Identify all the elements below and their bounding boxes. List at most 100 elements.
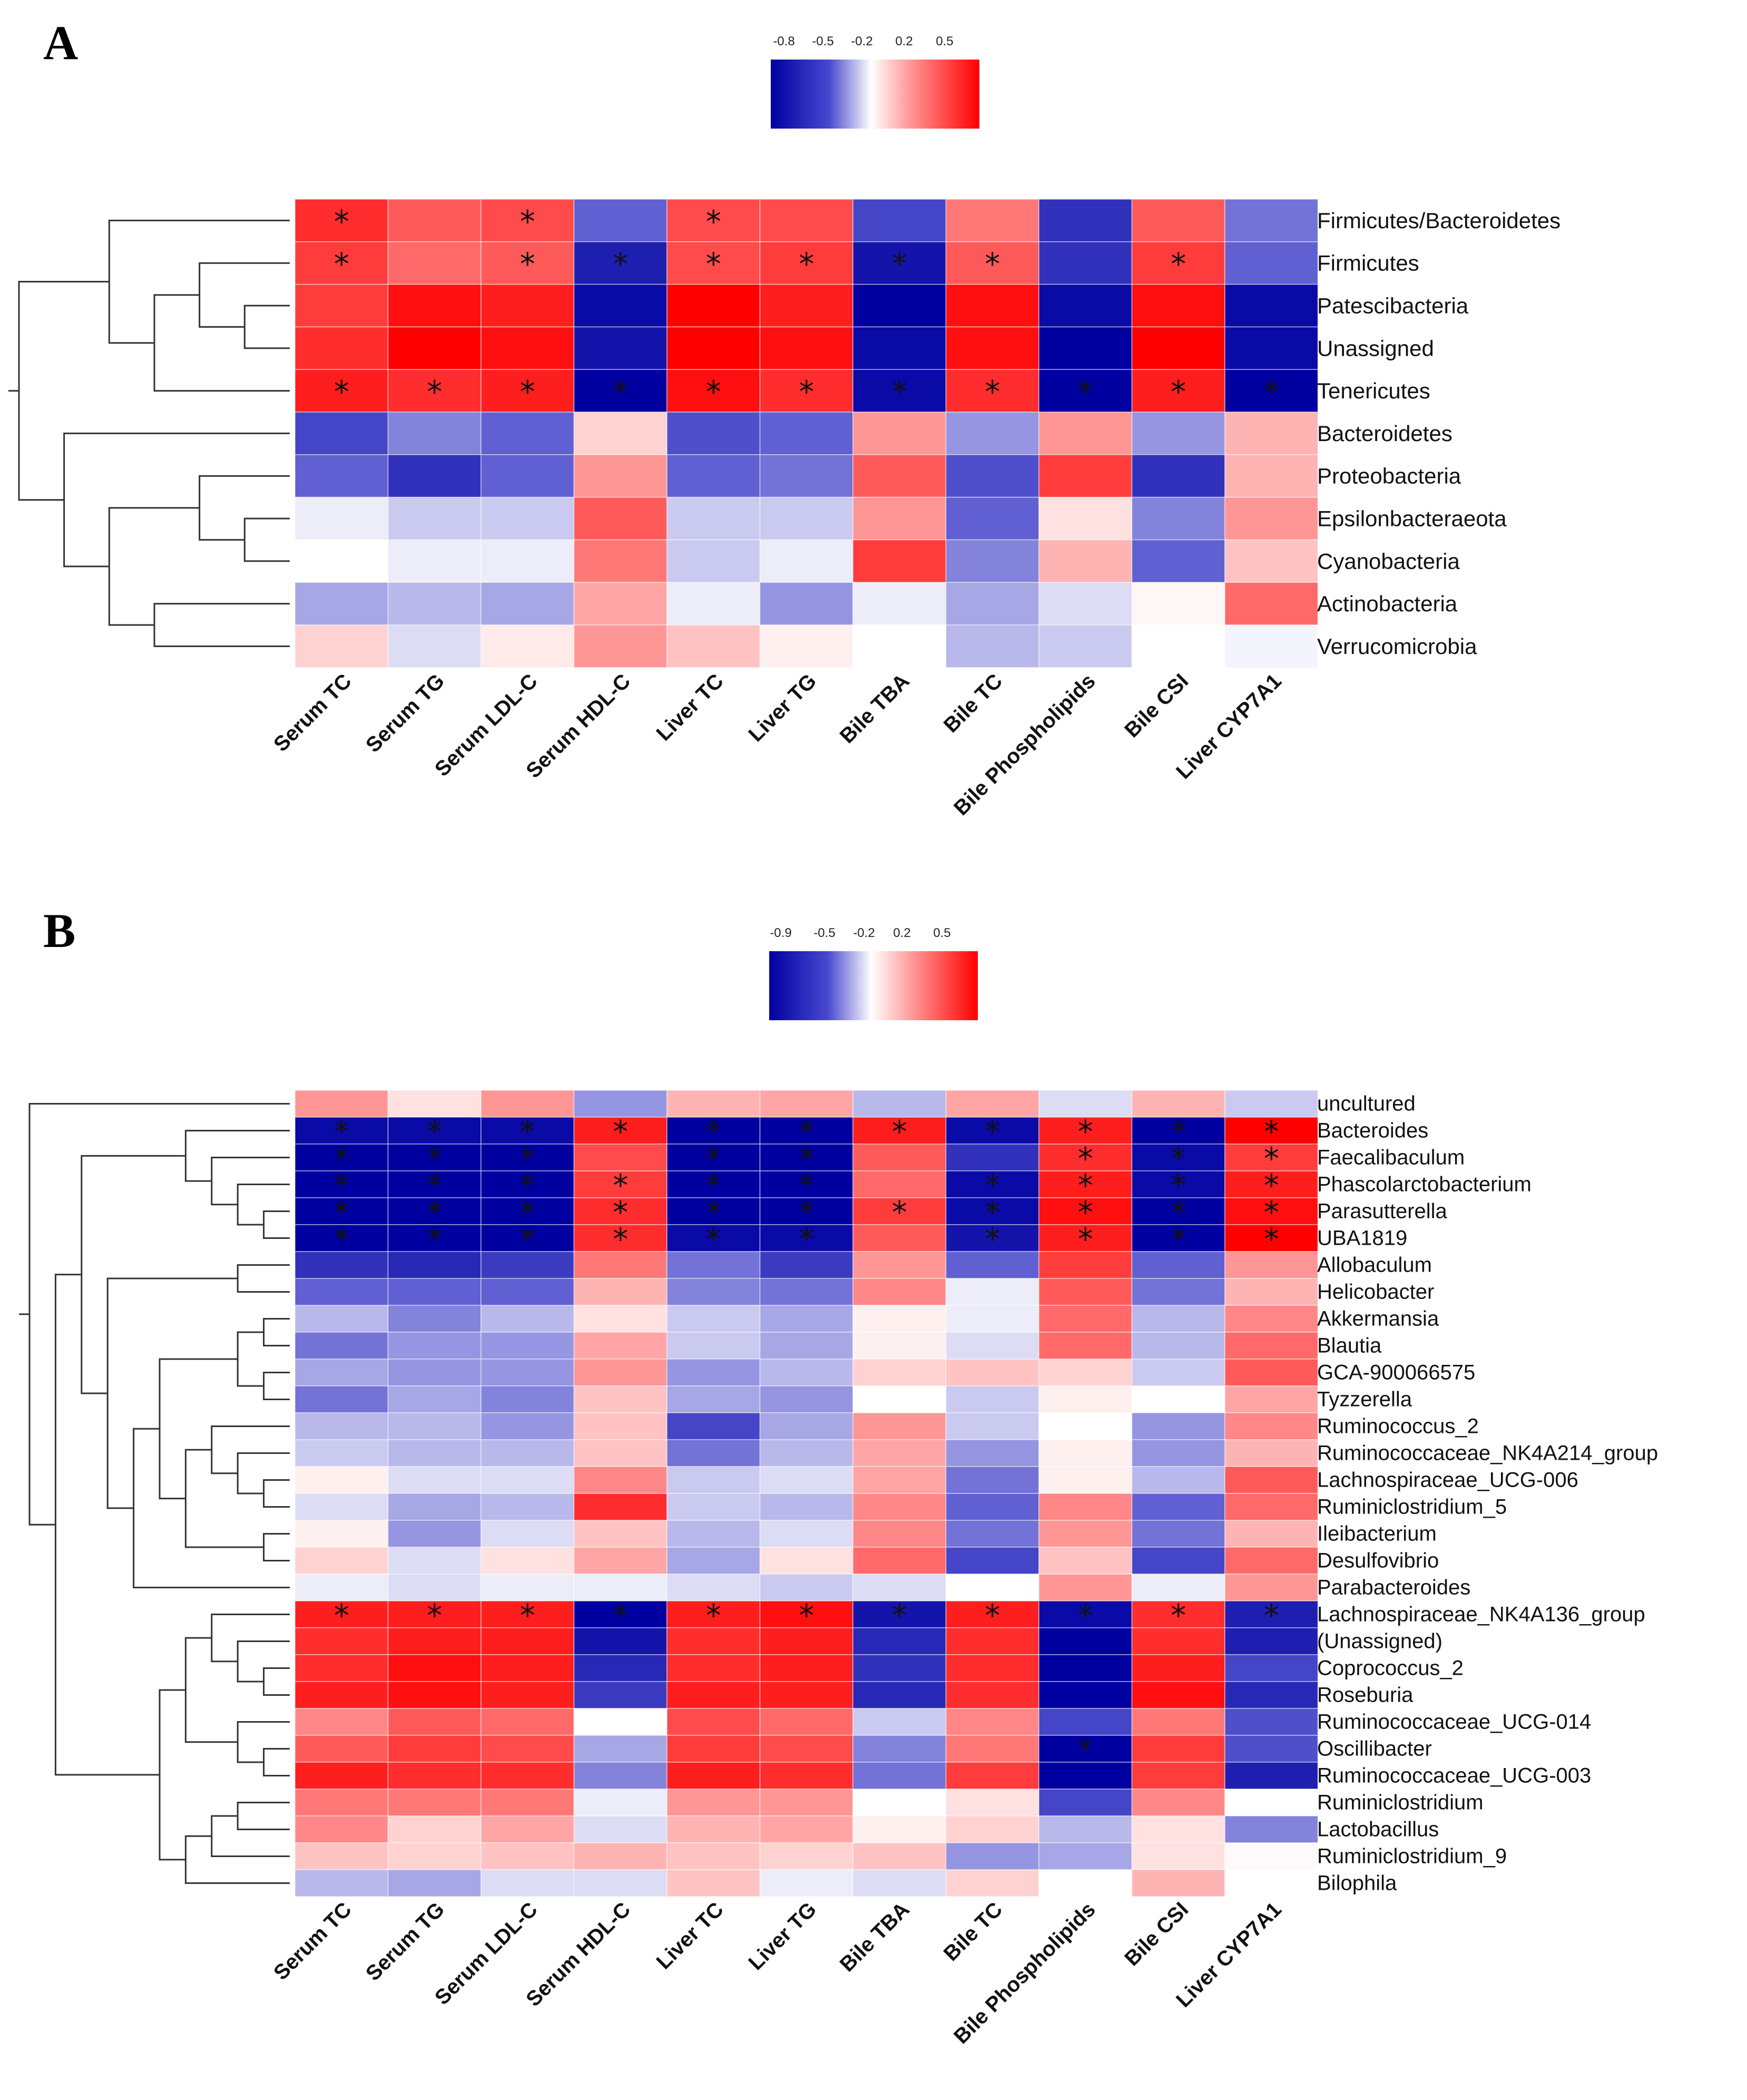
heatmap-cell <box>852 412 947 455</box>
heatmap-cell <box>945 1197 1039 1225</box>
heatmap-cell <box>759 1305 853 1333</box>
heatmap-cell <box>295 624 389 668</box>
heatmap-cell <box>1224 624 1319 668</box>
significance-star: * <box>613 1598 628 1634</box>
dendrogram-branch <box>211 1614 290 1663</box>
heatmap-cell <box>1131 1170 1225 1198</box>
heatmap-cell <box>573 1332 668 1360</box>
heatmap-cell <box>1131 1493 1225 1521</box>
significance-star: * <box>706 1168 721 1204</box>
heatmap-cell <box>1038 199 1133 242</box>
heatmap-cell <box>387 539 482 583</box>
heatmap-cell <box>1224 1493 1319 1521</box>
heatmap-cell <box>573 284 668 328</box>
heatmap-cell <box>573 1224 668 1252</box>
significance-star: * <box>1078 1141 1093 1177</box>
heatmap-cell <box>852 1681 947 1709</box>
heatmap-cell <box>945 624 1039 668</box>
heatmap-cell <box>759 241 853 285</box>
heatmap-cell <box>1224 1600 1319 1628</box>
significance-star: * <box>1264 374 1279 410</box>
heatmap-cell <box>852 496 947 541</box>
heatmap-cell <box>666 1117 761 1145</box>
column-label-serum-tg: Serum TG <box>361 1898 449 1985</box>
heatmap-cell <box>1131 412 1225 455</box>
heatmap-cell <box>1131 1708 1225 1736</box>
heatmap-cell <box>1131 624 1225 668</box>
significance-star: * <box>520 374 535 410</box>
heatmap-cell <box>1131 369 1225 413</box>
heatmap-cell <box>387 1278 482 1306</box>
heatmap-cell <box>573 1359 668 1386</box>
significance-star: * <box>799 1222 814 1257</box>
significance-star: * <box>1171 1598 1186 1634</box>
heatmap-cell <box>1224 1842 1319 1870</box>
panel-a-colorbar-ticks: -0.8 -0.5 -0.2 0.2 0.5 <box>773 34 953 48</box>
heatmap-cell <box>1038 1520 1133 1548</box>
heatmap-cell <box>1224 1815 1319 1843</box>
row-label-ruminiclostridium-9: Ruminiclostridium_9 <box>1317 1845 1507 1868</box>
heatmap-cell <box>573 1815 668 1843</box>
row-label-uba1819: UBA1819 <box>1317 1227 1407 1250</box>
row-label-allobaculum: Allobaculum <box>1317 1254 1432 1277</box>
significance-star: * <box>427 1195 442 1230</box>
dendrogram-branch <box>199 262 290 328</box>
heatmap-cell <box>666 1224 761 1252</box>
colorbar-tick-label: -0.9 <box>770 926 791 940</box>
dendrogram-branch <box>263 1318 290 1346</box>
row-label-parasutterella: Parasutterella <box>1317 1200 1448 1223</box>
significance-star: * <box>613 246 628 282</box>
heatmap-cell <box>295 1090 389 1118</box>
column-label-liver-tc: Liver TC <box>652 1898 728 1974</box>
heatmap-cell <box>852 1439 947 1467</box>
heatmap-cell <box>852 1090 947 1118</box>
heatmap-cell <box>945 539 1039 583</box>
dendrogram-branch <box>184 1835 290 1884</box>
colorbar-tick-label: -0.2 <box>853 926 875 940</box>
heatmap-cell <box>759 1654 853 1682</box>
heatmap-cell <box>852 1547 947 1575</box>
heatmap-cell <box>1038 241 1133 285</box>
significance-star: * <box>1264 1598 1279 1634</box>
heatmap-cell <box>480 1789 575 1816</box>
panel-b-heatmap-cells <box>295 1090 1319 1897</box>
row-label-firmicutes-bacteroidetes: Firmicutes/Bacteroidetes <box>1317 208 1560 233</box>
heatmap-cell <box>573 1762 668 1790</box>
heatmap-cell <box>295 369 389 413</box>
dendrogram-branch <box>159 1689 186 1861</box>
row-label-cyanobacteria: Cyanobacteria <box>1317 549 1460 573</box>
heatmap-cell <box>1131 1600 1225 1628</box>
heatmap-cell <box>387 1520 482 1548</box>
heatmap-cell <box>852 1278 947 1306</box>
heatmap-cell <box>1131 326 1225 370</box>
heatmap-cell <box>759 1090 853 1118</box>
heatmap-cell <box>480 539 575 583</box>
heatmap-cell <box>573 496 668 541</box>
heatmap-cell <box>945 1815 1039 1843</box>
panel-b-colorbar: -0.9 -0.5 -0.2 0.2 0.5 <box>769 926 978 1020</box>
heatmap-cell <box>1038 1869 1133 1897</box>
row-label-uncultured: uncultured <box>1317 1092 1416 1116</box>
heatmap-cell <box>1224 582 1319 626</box>
heatmap-cell <box>1224 1439 1319 1467</box>
column-label-bile-csi: Bile CSI <box>1120 1898 1193 1970</box>
heatmap-cell <box>387 1224 482 1252</box>
heatmap-cell <box>573 1170 668 1198</box>
heatmap-cell <box>759 1815 853 1843</box>
heatmap-cell <box>759 326 853 370</box>
heatmap-cell <box>480 1654 575 1682</box>
heatmap-cell <box>945 1627 1039 1655</box>
heatmap-cell <box>1131 1412 1225 1440</box>
heatmap-cell <box>852 284 947 328</box>
heatmap-cell <box>573 1735 668 1763</box>
heatmap-cell <box>945 1278 1039 1306</box>
dendrogram-branch <box>263 1533 290 1561</box>
significance-star: * <box>1078 374 1093 410</box>
heatmap-cell <box>852 1385 947 1413</box>
heatmap-cell <box>759 1842 853 1870</box>
row-label-unassigned: Unassigned <box>1317 336 1434 360</box>
significance-star: * <box>334 246 349 282</box>
row-label-tyzzerella: Tyzzerella <box>1317 1388 1412 1411</box>
heatmap-cell <box>387 1466 482 1494</box>
